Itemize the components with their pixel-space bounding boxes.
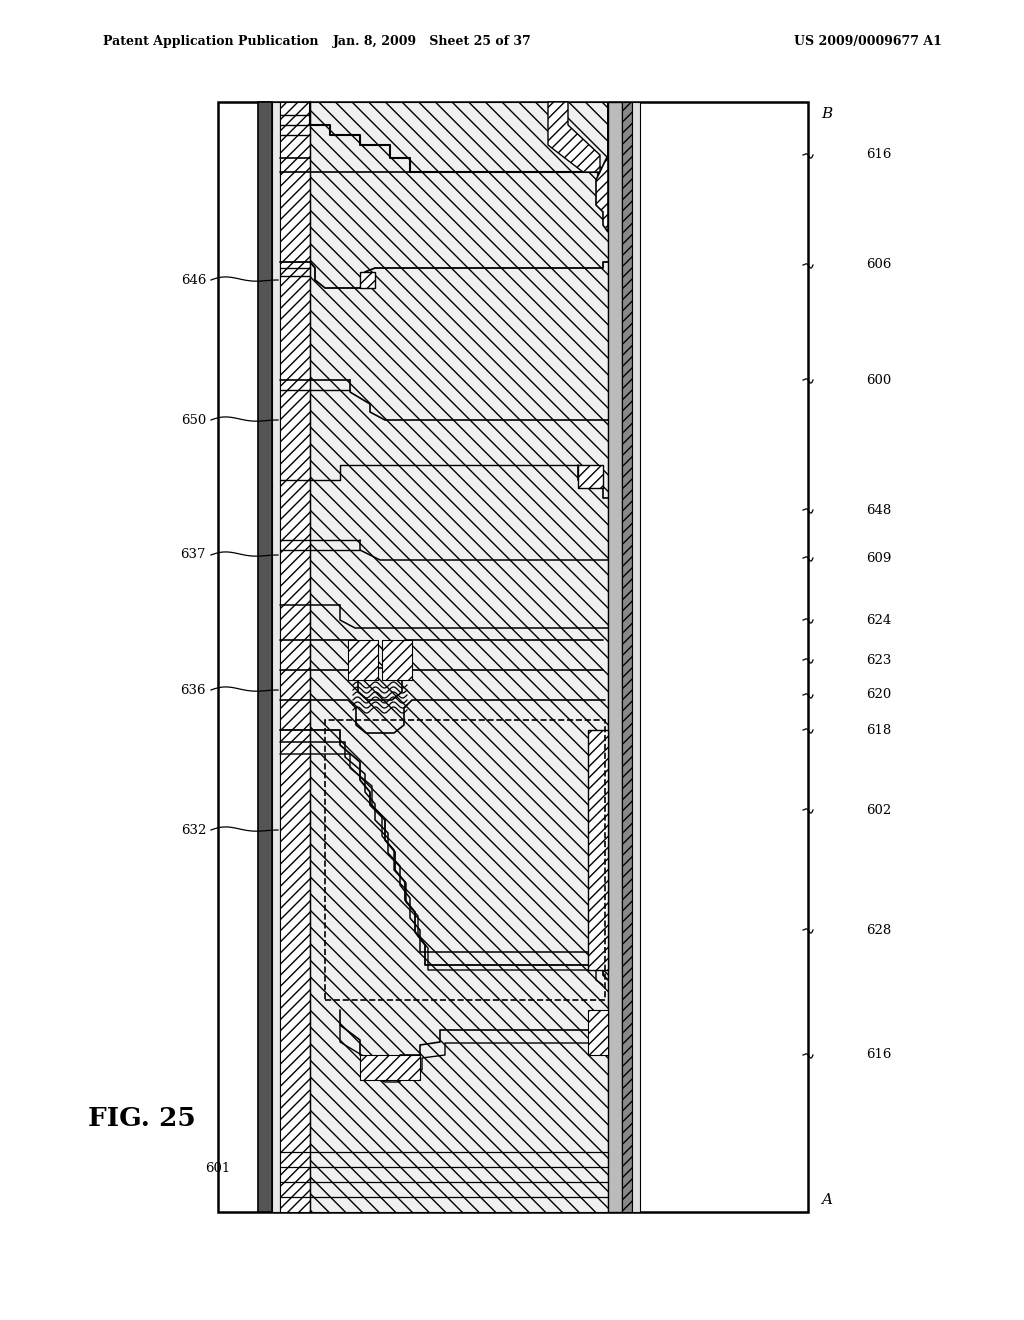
Polygon shape (596, 102, 608, 232)
Text: 602: 602 (866, 804, 891, 817)
Text: Jan. 8, 2009   Sheet 25 of 37: Jan. 8, 2009 Sheet 25 of 37 (333, 36, 531, 49)
Text: 648: 648 (866, 503, 891, 516)
Text: 628: 628 (866, 924, 891, 936)
Text: A: A (821, 1193, 831, 1206)
Bar (325, 719, 605, 1001)
Text: 623: 623 (866, 653, 891, 667)
Bar (310, 102, 608, 1212)
Text: 646: 646 (180, 273, 206, 286)
Polygon shape (548, 102, 600, 172)
Text: 620: 620 (866, 689, 891, 701)
Text: 636: 636 (180, 684, 206, 697)
Text: FIG. 25: FIG. 25 (88, 1106, 196, 1130)
Text: 601: 601 (205, 1162, 230, 1175)
Bar (632, 102, 640, 1212)
Bar (622, 102, 632, 1212)
Polygon shape (382, 640, 412, 680)
Polygon shape (578, 465, 603, 488)
Text: 632: 632 (180, 824, 206, 837)
Text: 624: 624 (866, 614, 891, 627)
Text: 637: 637 (180, 549, 206, 561)
Text: 618: 618 (866, 723, 891, 737)
Text: 616: 616 (866, 1048, 891, 1061)
Bar (258, 102, 272, 1212)
Polygon shape (360, 272, 375, 288)
Text: B: B (821, 107, 833, 121)
Text: 609: 609 (866, 552, 891, 565)
Polygon shape (348, 640, 378, 680)
Bar (608, 102, 622, 1212)
Bar (218, 102, 808, 1212)
Bar (280, 102, 310, 1212)
Polygon shape (588, 1010, 608, 1055)
Text: 650: 650 (181, 413, 206, 426)
Text: 606: 606 (866, 259, 891, 272)
Text: Patent Application Publication: Patent Application Publication (103, 36, 318, 49)
Text: 600: 600 (866, 374, 891, 387)
Text: US 2009/0009677 A1: US 2009/0009677 A1 (794, 36, 942, 49)
Polygon shape (588, 730, 608, 970)
Polygon shape (360, 1055, 420, 1080)
Text: 616: 616 (866, 149, 891, 161)
Bar (272, 102, 280, 1212)
